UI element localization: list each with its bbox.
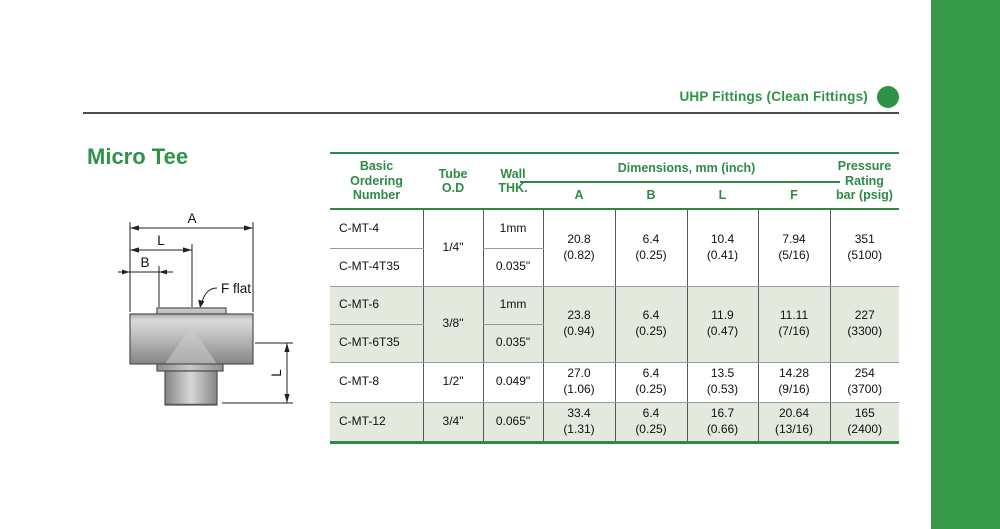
cell-wall-thk: 0.035" (482, 324, 543, 363)
col-header-wall-thk: Wall THK. (498, 166, 528, 195)
cell-dim-a: 27.0 (1.06) (542, 362, 615, 403)
col-header-dim-f: F (790, 187, 798, 202)
dimension-l-top: L (130, 233, 193, 307)
f-flat-label: F flat (221, 281, 251, 296)
cell-dim-a: 23.8 (0.94) (542, 286, 615, 363)
tee-shoulder (156, 363, 224, 372)
table-row: C-MT-6T35 0.035" (330, 324, 899, 363)
table-row: C-MT-4T35 0.035" (330, 248, 899, 287)
cell-pressure: 227 (3300) (829, 286, 899, 363)
cell-pressure: 165 (2400) (829, 402, 899, 441)
cell-wall-thk: 1mm (482, 210, 543, 249)
cell-tube-od: 3/8" (422, 286, 483, 363)
cell-wall-thk: 0.065" (482, 402, 543, 441)
cell-dim-b: 6.4 (0.25) (614, 362, 687, 403)
cell-part-number: C-MT-6T35 (330, 324, 423, 363)
cell-part-number: C-MT-12 (330, 402, 423, 441)
table-row: C-MT-6 3/8" 1mm 23.8 (0.94) 6.4 (0.25) 1… (330, 286, 899, 363)
tee-body (129, 307, 254, 406)
dimension-a: A (129, 211, 254, 312)
col-header-dim-a: A (574, 187, 584, 202)
cell-tube-od: 3/4" (422, 402, 483, 441)
table-row: C-MT-12 3/4" 0.065" 33.4 (1.31) 6.4 (0.2… (330, 402, 899, 441)
cell-pressure: 351 (5100) (829, 210, 899, 287)
col-header-basic-ordering-number: Basic Ordering Number (350, 159, 403, 203)
col-header-dim-b: B (646, 187, 656, 202)
cell-dim-a: 20.8 (0.82) (542, 210, 615, 287)
cell-pressure: 254 (3700) (829, 362, 899, 403)
table-row: C-MT-8 1/2" 0.049" 27.0 (1.06) 6.4 (0.25… (330, 362, 899, 403)
tee-branch-leg (164, 370, 218, 406)
cell-dim-f: 14.28 (9/16) (757, 362, 830, 403)
cell-part-number: C-MT-4T35 (330, 248, 423, 287)
cell-dim-l: 10.4 (0.41) (686, 210, 758, 287)
cell-wall-thk: 1mm (482, 286, 543, 325)
col-header-dim-l: L (718, 187, 727, 202)
col-header-dimensions: Dimensions, mm (inch) (617, 160, 756, 175)
cell-dim-f: 11.11 (7/16) (757, 286, 830, 363)
col-header-tube-od: Tube O.D (438, 166, 468, 195)
table-row: C-MT-4 1/4" 1mm 20.8 (0.82) 6.4 (0.25) 1… (330, 210, 899, 287)
cell-dim-b: 6.4 (0.25) (614, 286, 687, 363)
cell-dim-l: 16.7 (0.66) (686, 402, 758, 441)
cell-dim-f: 7.94 (5/16) (757, 210, 830, 287)
cell-tube-od: 1/4" (422, 210, 483, 287)
dimension-b: B (118, 255, 173, 307)
header-rule (83, 112, 899, 114)
cell-tube-od: 1/2" (422, 362, 483, 403)
section-title: Micro Tee (87, 144, 189, 169)
cell-part-number: C-MT-6 (330, 286, 423, 325)
cell-part-number: C-MT-8 (330, 362, 423, 403)
dimension-l-right: L (222, 342, 293, 404)
page-header: UHP Fittings (Clean Fittings) (83, 85, 899, 108)
col-header-pressure-rating: Pressure Rating bar (psig) (836, 159, 893, 203)
cell-dim-l: 11.9 (0.47) (686, 286, 758, 363)
tee-junction-flare (165, 326, 217, 364)
page-edge-bar (931, 0, 1000, 529)
dim-b-label: B (140, 255, 149, 270)
cell-wall-thk: 0.049" (482, 362, 543, 403)
cell-dim-a: 33.4 (1.31) (542, 402, 615, 441)
dimensions-underline (520, 181, 840, 183)
cell-wall-thk: 0.035" (482, 248, 543, 287)
cell-dim-f: 20.64 (13/16) (757, 402, 830, 441)
cell-dim-l: 13.5 (0.53) (686, 362, 758, 403)
dim-l-top-label: L (157, 233, 165, 248)
cell-part-number: C-MT-4 (330, 210, 423, 249)
cell-dim-b: 6.4 (0.25) (614, 210, 687, 287)
spec-table-header: Basic Ordering Number Tube O.D Wall THK.… (330, 152, 899, 210)
spec-table-body: C-MT-4 1/4" 1mm 20.8 (0.82) 6.4 (0.25) 1… (330, 210, 899, 441)
f-flat-callout: F flat (198, 281, 251, 308)
cell-dim-b: 6.4 (0.25) (614, 402, 687, 441)
tee-diagram: A L B F flat L (118, 211, 293, 406)
header-title: UHP Fittings (Clean Fittings) (679, 89, 868, 104)
dim-a-label: A (187, 211, 196, 226)
dim-l-right-label: L (269, 369, 284, 377)
header-dot-icon (877, 85, 899, 108)
spec-table: Basic Ordering Number Tube O.D Wall THK.… (330, 152, 899, 444)
